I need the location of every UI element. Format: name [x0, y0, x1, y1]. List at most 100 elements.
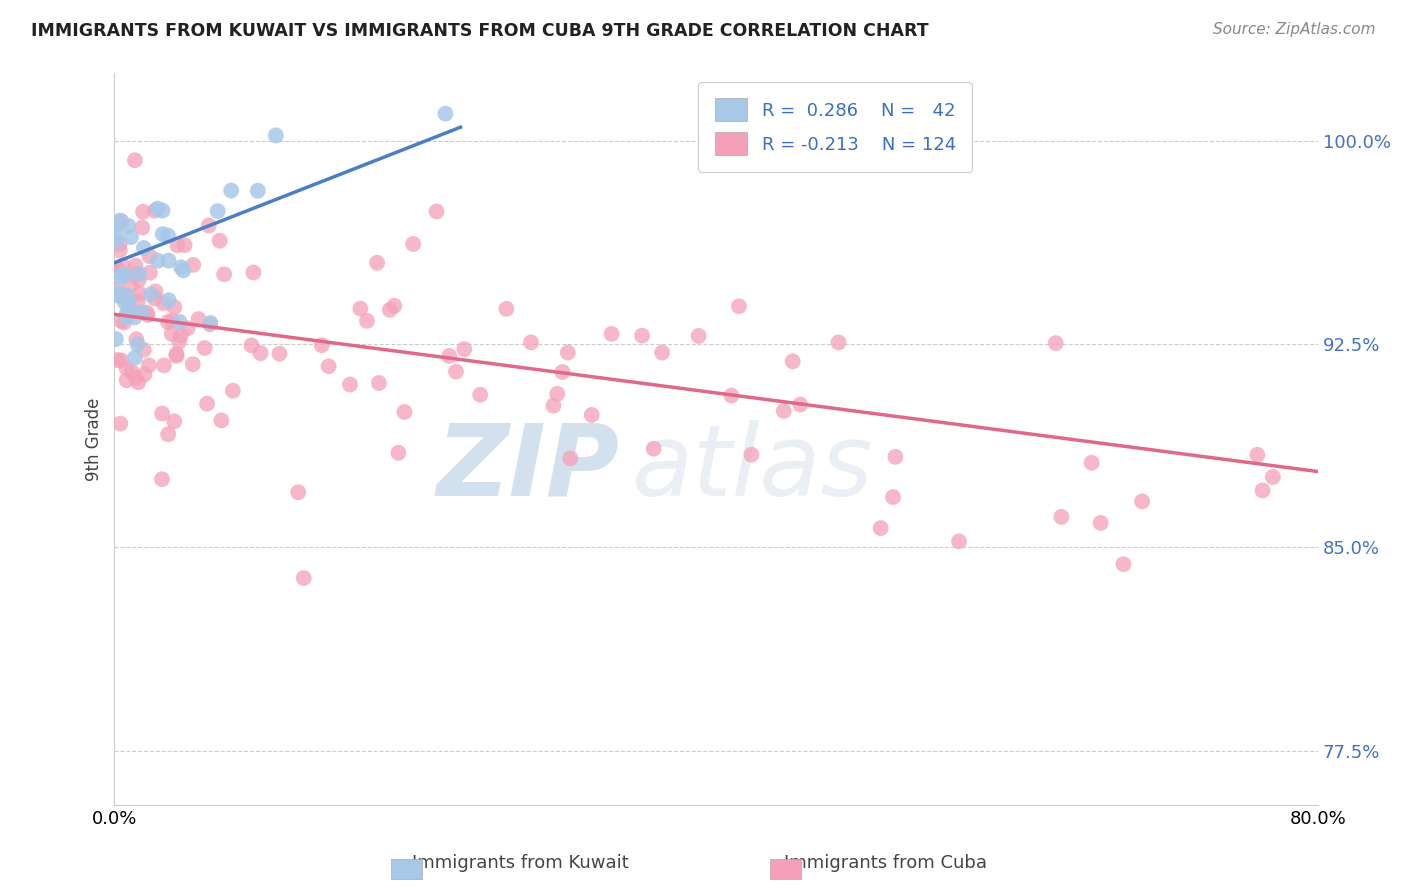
Point — [128, 267, 150, 281]
Point — [157, 427, 180, 442]
Point — [219, 184, 242, 198]
Point — [104, 218, 127, 232]
Point — [789, 398, 811, 412]
Y-axis label: 9th Grade: 9th Grade — [86, 397, 103, 481]
Text: Source: ZipAtlas.com: Source: ZipAtlas.com — [1212, 22, 1375, 37]
Point — [1251, 483, 1274, 498]
Point — [146, 253, 169, 268]
Point — [157, 293, 180, 308]
Point — [104, 227, 127, 241]
Point — [402, 237, 425, 252]
Point — [249, 346, 271, 360]
Point — [439, 349, 461, 363]
Point — [125, 371, 148, 385]
Point — [366, 256, 388, 270]
Point — [173, 238, 195, 252]
Text: ZIP: ZIP — [437, 420, 620, 516]
Point — [782, 354, 804, 368]
Point — [240, 338, 263, 352]
Point — [115, 306, 138, 320]
Point — [382, 299, 405, 313]
Point — [114, 268, 136, 283]
Point — [124, 153, 146, 168]
Point — [166, 347, 188, 361]
Point — [124, 310, 146, 325]
Point — [882, 490, 904, 504]
Point — [741, 448, 763, 462]
Point — [139, 266, 162, 280]
Point — [434, 106, 457, 120]
Point — [160, 326, 183, 341]
Point — [200, 316, 222, 330]
Point — [107, 262, 129, 277]
Point — [1112, 557, 1135, 571]
Point — [127, 294, 149, 309]
Point — [112, 290, 135, 304]
Point — [156, 228, 179, 243]
Point — [138, 359, 160, 373]
Point — [368, 376, 391, 390]
Point — [543, 399, 565, 413]
Point — [444, 365, 467, 379]
Point — [136, 308, 159, 322]
Point — [120, 277, 142, 292]
Point — [110, 417, 132, 431]
Point — [107, 287, 129, 301]
Point — [387, 446, 409, 460]
Point — [110, 314, 132, 328]
Point — [181, 258, 204, 272]
Point — [115, 288, 138, 302]
Point — [124, 351, 146, 365]
Point — [112, 267, 135, 281]
Point — [520, 335, 543, 350]
Point — [163, 300, 186, 314]
Point — [150, 472, 173, 486]
Text: Immigrants from Cuba: Immigrants from Cuba — [785, 855, 987, 872]
Point — [651, 345, 673, 359]
Point — [1090, 516, 1112, 530]
Point — [242, 265, 264, 279]
Point — [1050, 509, 1073, 524]
Point — [468, 387, 491, 401]
Point — [110, 270, 132, 285]
Point — [111, 259, 134, 273]
Point — [108, 236, 131, 251]
Point — [170, 260, 193, 275]
Point — [212, 267, 235, 281]
Point — [112, 316, 135, 330]
Point — [176, 321, 198, 335]
Point — [772, 404, 794, 418]
Point — [495, 301, 517, 316]
Point — [720, 389, 742, 403]
Point — [132, 343, 155, 357]
Point — [169, 315, 191, 329]
Point — [107, 353, 129, 368]
Point — [121, 304, 143, 318]
Point — [181, 357, 204, 371]
Point — [117, 219, 139, 233]
Point — [557, 345, 579, 359]
Point — [117, 309, 139, 323]
Point — [114, 310, 136, 325]
Point — [728, 299, 751, 313]
Point — [121, 365, 143, 379]
Point — [107, 264, 129, 278]
Point — [287, 485, 309, 500]
Point — [378, 302, 401, 317]
Point — [827, 335, 849, 350]
Point — [132, 204, 155, 219]
Point — [356, 314, 378, 328]
Point — [114, 295, 136, 310]
Point — [120, 230, 142, 244]
Point — [115, 361, 138, 376]
Point — [118, 296, 141, 310]
Point — [152, 203, 174, 218]
Point — [394, 405, 416, 419]
Point — [128, 273, 150, 287]
Point — [194, 341, 217, 355]
Point — [104, 234, 127, 248]
Text: IMMIGRANTS FROM KUWAIT VS IMMIGRANTS FROM CUBA 9TH GRADE CORRELATION CHART: IMMIGRANTS FROM KUWAIT VS IMMIGRANTS FRO… — [31, 22, 928, 40]
Point — [643, 442, 665, 456]
Point — [107, 282, 129, 296]
Point — [152, 296, 174, 310]
